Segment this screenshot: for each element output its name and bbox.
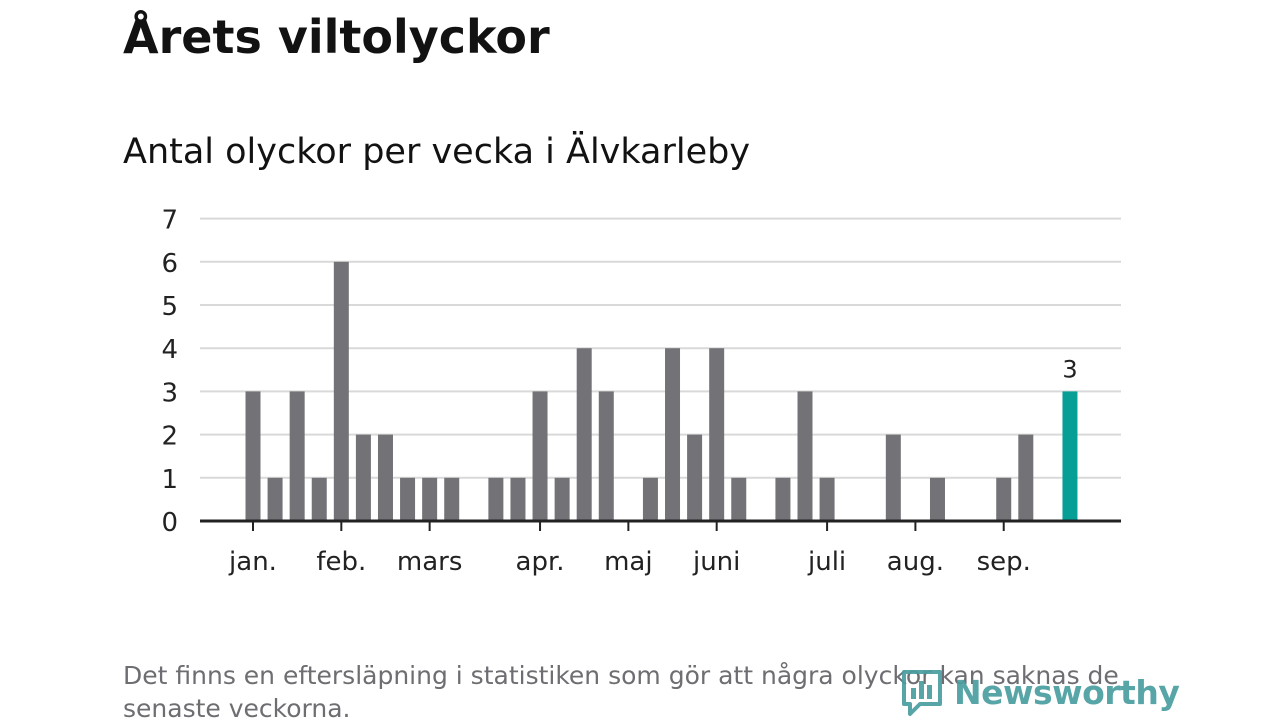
bar-week-36	[1018, 434, 1034, 521]
grid-lines	[200, 217, 1121, 479]
bar-week-21	[687, 434, 703, 521]
bars	[245, 261, 1078, 521]
x-axis-ticks: jan. feb. mars apr. maj juni juli aug. sep.	[228, 521, 1031, 577]
logo-text: Newsworthy	[954, 672, 1180, 712]
bar-week-3	[289, 391, 305, 521]
bar-week-8	[400, 477, 416, 521]
y-tick-label: 5	[161, 292, 178, 322]
y-tick-label: 3	[161, 378, 178, 408]
y-tick-label: 6	[161, 249, 178, 279]
bar-week-6	[355, 434, 371, 521]
footnote: Det finns en eftersläpning i statistiken…	[123, 661, 1119, 723]
newsworthy-logo: Newsworthy	[900, 666, 1180, 718]
bar-week-30	[885, 434, 901, 521]
x-tick-label: apr.	[516, 547, 565, 577]
bar-chart: 0 1 2 3 4 5 6 7 jan. feb. mars apr. maj juni juli aug.…	[161, 206, 1121, 577]
bar-week-13	[510, 477, 526, 521]
chart-subtitle: Antal olyckor per vecka i Älvkarleby	[123, 132, 751, 172]
x-tick-label: mars	[397, 547, 463, 577]
bar-week-1	[245, 391, 261, 521]
bar-week-26	[797, 391, 813, 521]
x-tick-label: jan.	[228, 547, 277, 577]
x-tick-label: juni	[692, 547, 740, 577]
data-label-latest: 3	[1062, 355, 1077, 383]
y-tick-label: 0	[161, 508, 178, 538]
x-tick-label: aug.	[887, 547, 944, 577]
y-tick-label: 1	[161, 465, 178, 495]
bar-week-23	[731, 477, 747, 521]
x-tick-label: juli	[807, 547, 846, 577]
bar-week-16	[576, 348, 592, 521]
bar-week-14	[532, 391, 548, 521]
bar-week-15	[554, 477, 570, 521]
data-labels: 3	[1062, 355, 1077, 383]
y-axis-ticks: 0 1 2 3 4 5 6 7	[161, 206, 178, 538]
chart-title: Årets viltolyckor	[123, 10, 550, 64]
bar-week-2	[267, 477, 283, 521]
bar-week-19	[642, 477, 658, 521]
bar-week-20	[665, 348, 681, 521]
x-tick-label: feb.	[316, 547, 366, 577]
bar-week-12	[488, 477, 504, 521]
bar-week-27	[819, 477, 835, 521]
bar-week-35	[996, 477, 1012, 521]
bar-week-25	[775, 477, 791, 521]
bar-week-4	[311, 477, 327, 521]
bar-week-10	[444, 477, 460, 521]
x-tick-label: maj	[604, 547, 652, 577]
bar-week-32	[929, 477, 945, 521]
bar-chart-speech-icon	[902, 670, 942, 716]
x-tick-label: sep.	[977, 547, 1031, 577]
bar-week-7	[377, 434, 393, 521]
bar-latest-week	[1062, 391, 1078, 521]
y-tick-label: 7	[161, 206, 178, 236]
bar-week-5	[333, 261, 349, 521]
bar-week-22	[709, 348, 725, 521]
y-tick-label: 4	[161, 335, 178, 365]
y-tick-label: 2	[161, 422, 178, 452]
bar-week-9	[422, 477, 438, 521]
bar-week-17	[598, 391, 614, 521]
